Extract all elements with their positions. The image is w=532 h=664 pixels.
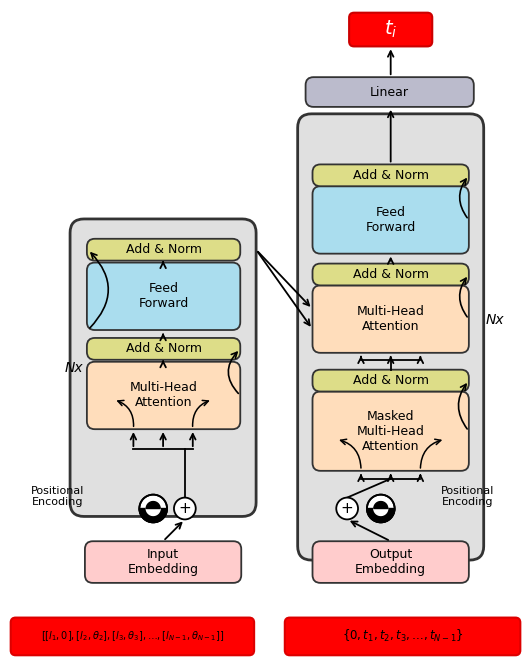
Text: $t_i$: $t_i$: [384, 19, 397, 41]
FancyBboxPatch shape: [11, 618, 254, 655]
Text: Output
Embedding: Output Embedding: [355, 548, 426, 576]
Text: Multi-Head
Attention: Multi-Head Attention: [357, 305, 425, 333]
Text: Positional
Encoding: Positional Encoding: [441, 486, 495, 507]
FancyBboxPatch shape: [305, 77, 474, 107]
FancyBboxPatch shape: [312, 286, 469, 353]
FancyBboxPatch shape: [85, 541, 241, 583]
Text: Multi-Head
Attention: Multi-Head Attention: [130, 381, 197, 410]
FancyBboxPatch shape: [87, 262, 240, 330]
Polygon shape: [374, 509, 388, 515]
FancyBboxPatch shape: [312, 264, 469, 286]
Text: Nx: Nx: [485, 313, 504, 327]
Text: $\{0,t_1,t_2,t_3,\ldots,t_{N-1}\}$: $\{0,t_1,t_2,t_3,\ldots,t_{N-1}\}$: [342, 628, 463, 645]
Text: Add & Norm: Add & Norm: [353, 374, 429, 387]
Circle shape: [367, 495, 395, 523]
FancyBboxPatch shape: [70, 219, 256, 517]
FancyBboxPatch shape: [87, 362, 240, 429]
FancyBboxPatch shape: [312, 541, 469, 583]
Polygon shape: [367, 509, 395, 523]
Polygon shape: [146, 509, 160, 515]
Polygon shape: [139, 509, 167, 523]
Circle shape: [139, 495, 167, 523]
Text: +: +: [178, 501, 191, 516]
FancyBboxPatch shape: [349, 13, 432, 46]
Text: Linear: Linear: [370, 86, 409, 98]
Text: Feed
Forward: Feed Forward: [138, 282, 189, 310]
FancyBboxPatch shape: [87, 239, 240, 260]
Text: +: +: [341, 501, 354, 516]
FancyBboxPatch shape: [312, 370, 469, 392]
Circle shape: [336, 497, 358, 519]
Text: Positional
Encoding: Positional Encoding: [30, 486, 84, 507]
Text: Masked
Multi-Head
Attention: Masked Multi-Head Attention: [357, 410, 425, 453]
Text: Add & Norm: Add & Norm: [126, 343, 202, 355]
FancyBboxPatch shape: [312, 165, 469, 186]
Text: Input
Embedding: Input Embedding: [128, 548, 198, 576]
Text: Nx: Nx: [65, 361, 84, 374]
Text: Add & Norm: Add & Norm: [353, 268, 429, 281]
Circle shape: [174, 497, 196, 519]
Text: Add & Norm: Add & Norm: [353, 169, 429, 182]
FancyBboxPatch shape: [298, 114, 484, 560]
Polygon shape: [146, 501, 160, 509]
Text: Add & Norm: Add & Norm: [126, 243, 202, 256]
FancyBboxPatch shape: [87, 338, 240, 360]
FancyBboxPatch shape: [312, 392, 469, 471]
Text: Feed
Forward: Feed Forward: [365, 206, 416, 234]
Text: $[[l_1,0],[l_2,\theta_2],[l_3,\theta_3],\ldots,[l_{N-1},\theta_{N-1}]]$: $[[l_1,0],[l_2,\theta_2],[l_3,\theta_3],…: [41, 629, 224, 643]
Polygon shape: [374, 501, 388, 509]
FancyBboxPatch shape: [285, 618, 520, 655]
FancyBboxPatch shape: [312, 186, 469, 254]
